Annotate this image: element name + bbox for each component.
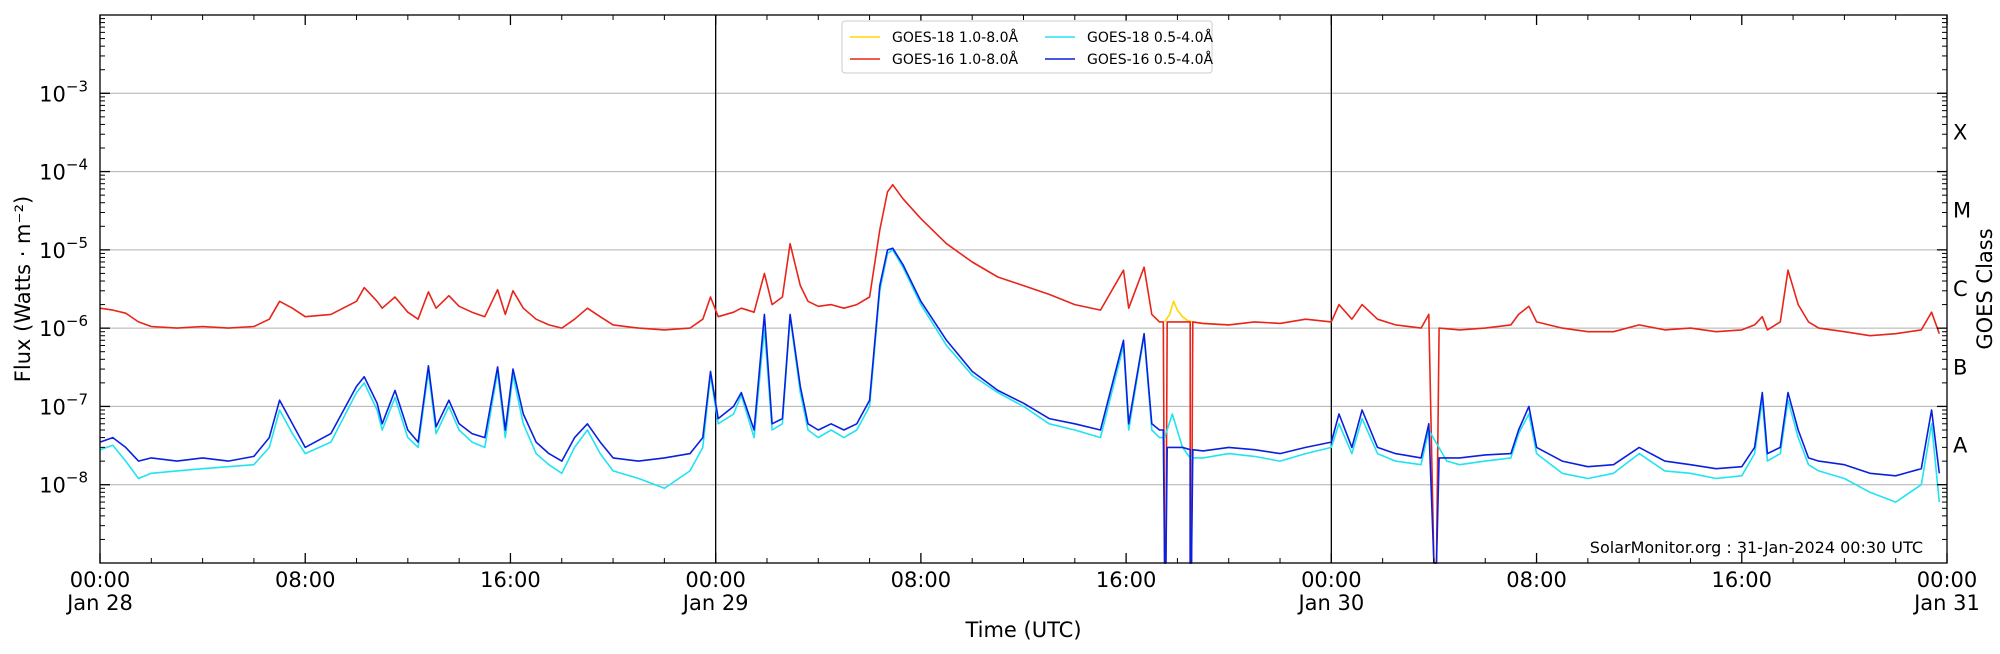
y-tick-label: 10−8 [39, 469, 88, 498]
goes-class-label: X [1953, 120, 1967, 144]
y-axis-label: Flux (Watts · m⁻²) [11, 196, 35, 382]
legend-label: GOES-16 0.5-4.0Å [1087, 51, 1213, 68]
y-tick-label: 10−4 [39, 156, 88, 185]
x-axis-label: Time (UTC) [964, 618, 1081, 642]
x-tick-label-time: 00:00 [70, 568, 131, 592]
legend-label: GOES-18 1.0-8.0Å [892, 29, 1018, 46]
y-ticks: 10−8 10−7 10−6 10−5 10−4 10−3 [39, 18, 1947, 540]
x-tick-label-date: Jan 30 [1296, 591, 1364, 615]
y-tick-label: 10−3 [39, 77, 88, 106]
y-tick-label: 10−7 [39, 390, 88, 419]
series-line [99, 247, 1941, 564]
goes-class-label: M [1953, 199, 1971, 223]
y-tick-label: 10−5 [39, 234, 88, 263]
y-tick-label: 10−6 [39, 312, 88, 341]
source-timestamp-annotation: SolarMonitor.org : 31-Jan-2024 00:30 UTC [1590, 538, 1923, 557]
legend-box [841, 20, 1213, 74]
legend-label: GOES-16 1.0-8.0Å [892, 51, 1018, 68]
x-tick-label-time: 08:00 [1506, 568, 1567, 592]
x-tick-label-date: Jan 29 [681, 591, 749, 615]
series-lines [99, 183, 1941, 564]
goes-class-labels: A B C M X [1953, 120, 1971, 457]
x-tick-label-time: 00:00 [1301, 568, 1362, 592]
goes-class-axis-label: GOES Class [1973, 228, 1997, 349]
x-tick-label-time: 00:00 [1917, 568, 1978, 592]
x-tick-label-time: 16:00 [1712, 568, 1773, 592]
x-tick-label-time: 16:00 [1096, 568, 1157, 592]
x-tick-label-time: 00:00 [685, 568, 746, 592]
x-tick-label-date: Jan 31 [1912, 591, 1980, 615]
legend: GOES-18 1.0-8.0Å GOES-18 0.5-4.0Å GOES-16 … [841, 20, 1213, 74]
goes-class-label: B [1953, 355, 1967, 379]
legend-label: GOES-18 0.5-4.0Å [1087, 29, 1213, 46]
goes-class-label: A [1953, 434, 1968, 458]
x-tick-label-time: 08:00 [275, 568, 336, 592]
series-line [99, 249, 1941, 503]
day-boundary-lines [715, 15, 1332, 563]
goes-class-label: C [1953, 277, 1968, 301]
x-tick-label-time: 08:00 [891, 568, 952, 592]
x-tick-label-date: Jan 28 [65, 591, 133, 615]
series-line [99, 183, 1941, 564]
x-tick-label-time: 16:00 [480, 568, 541, 592]
